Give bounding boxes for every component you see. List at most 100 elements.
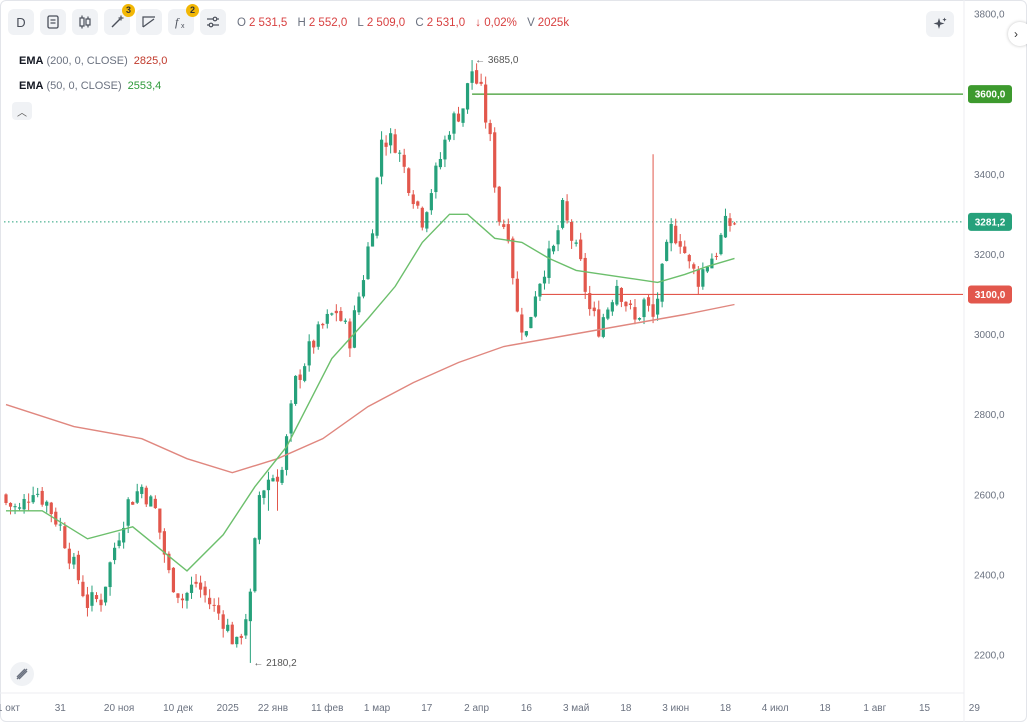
x-tick-label: 16	[521, 703, 533, 714]
trendline-button[interactable]	[136, 9, 162, 35]
candle-body	[126, 499, 130, 526]
candle-body	[502, 224, 506, 227]
price-level-tag	[968, 85, 1012, 104]
settings-button[interactable]	[200, 9, 226, 35]
candle-body	[475, 70, 479, 84]
candle-body	[17, 507, 22, 509]
candle-body	[710, 258, 714, 269]
volume-value: 2025k	[537, 17, 570, 29]
x-tick-label: 15	[919, 703, 931, 714]
x-tick-label: 11 фев	[311, 702, 343, 714]
x-tick-label: 3 июн	[662, 703, 689, 714]
candle-body	[547, 248, 551, 278]
candle-body	[208, 597, 212, 605]
candle-body	[8, 502, 13, 507]
notes-button[interactable]	[40, 9, 66, 35]
open-value: 2 531,5	[248, 17, 288, 29]
interval-button[interactable]: D	[8, 9, 34, 35]
candle-body	[425, 212, 429, 229]
candle-body	[58, 524, 62, 526]
price-level-label: 3600,0	[975, 90, 1006, 101]
candle-body	[732, 223, 737, 225]
candle-body	[687, 255, 691, 262]
candle-body	[171, 567, 176, 593]
ai-assistant-button[interactable]	[926, 11, 954, 37]
low-label: L	[357, 17, 364, 29]
candle-body	[438, 158, 442, 168]
candle-body	[601, 317, 605, 337]
candle-body	[443, 139, 447, 160]
chevron-right-icon: ›	[1014, 27, 1018, 41]
candle-body	[194, 581, 198, 584]
candle-body	[49, 502, 53, 515]
candle-body	[198, 582, 203, 590]
candle-body	[470, 71, 474, 83]
candle-body	[370, 233, 375, 247]
x-tick-label: 22 янв	[258, 703, 288, 714]
pencil-plus-icon	[111, 15, 124, 28]
candle-body	[230, 624, 234, 645]
price-level-tag	[968, 285, 1012, 304]
legend-ema200[interactable]: EMA (200, 0, CLOSE) 2825,0	[19, 55, 167, 67]
candle-body	[556, 230, 560, 245]
candle-body	[113, 547, 117, 561]
candle-body	[271, 478, 275, 482]
candle-body	[488, 123, 492, 135]
candle-body	[144, 487, 148, 505]
candle-body	[131, 502, 135, 505]
candle-body	[352, 310, 357, 348]
chart-type-button[interactable]	[72, 9, 98, 35]
open-label: O	[237, 17, 246, 29]
candle-body	[153, 498, 157, 509]
measure-button[interactable]	[10, 662, 34, 686]
candle-body	[307, 341, 311, 366]
collapse-legend-button[interactable]: ︿	[12, 102, 32, 120]
y-tick-label: 3000,0	[974, 330, 1005, 341]
x-tick-label: 18	[620, 703, 632, 714]
candle-body	[27, 501, 31, 503]
y-tick-label: 2800,0	[974, 410, 1005, 421]
candle-body	[465, 83, 470, 110]
candle-body	[619, 287, 623, 302]
candle-body	[588, 293, 592, 310]
candle-body	[334, 310, 338, 314]
candle-body	[656, 298, 660, 315]
ruler-icon	[16, 668, 28, 680]
legend-ema50[interactable]: EMA (50, 0, CLOSE) 2553,4	[19, 80, 161, 92]
candle-body	[479, 81, 483, 84]
candle-body	[642, 299, 646, 318]
candle-body	[303, 366, 307, 381]
candle-body	[538, 283, 542, 297]
candle-body	[692, 264, 696, 269]
candle-body	[76, 554, 80, 581]
x-tick-label: 11 окт	[0, 703, 20, 714]
legend-ema200-params: (200, 0, CLOSE)	[46, 55, 128, 67]
y-tick-label: 2600,0	[974, 490, 1005, 501]
candle-body	[90, 592, 94, 606]
price-level-label: 3100,0	[975, 290, 1006, 301]
candle-body	[330, 313, 334, 315]
y-tick-label: 2400,0	[974, 570, 1005, 581]
candle-body	[72, 556, 76, 565]
candle-body	[248, 591, 252, 622]
x-tick-label: 20 ноя	[104, 703, 134, 714]
ema200-line	[5, 303, 735, 474]
candle-body	[361, 280, 366, 297]
candle-body	[705, 266, 709, 272]
candle-body	[312, 340, 316, 348]
candle-body	[533, 296, 538, 317]
candle-body	[289, 403, 293, 434]
expand-sidebar-button[interactable]: ›	[1008, 22, 1027, 46]
candle-body	[624, 301, 628, 307]
candle-body	[660, 263, 664, 302]
candle-body	[696, 269, 700, 287]
drawings-button[interactable]: 3	[104, 4, 135, 35]
candle-body	[597, 309, 601, 337]
x-tick-label: 18	[819, 703, 831, 714]
candle-body	[103, 586, 108, 603]
candle-body	[610, 302, 614, 312]
candle-body	[212, 604, 216, 606]
